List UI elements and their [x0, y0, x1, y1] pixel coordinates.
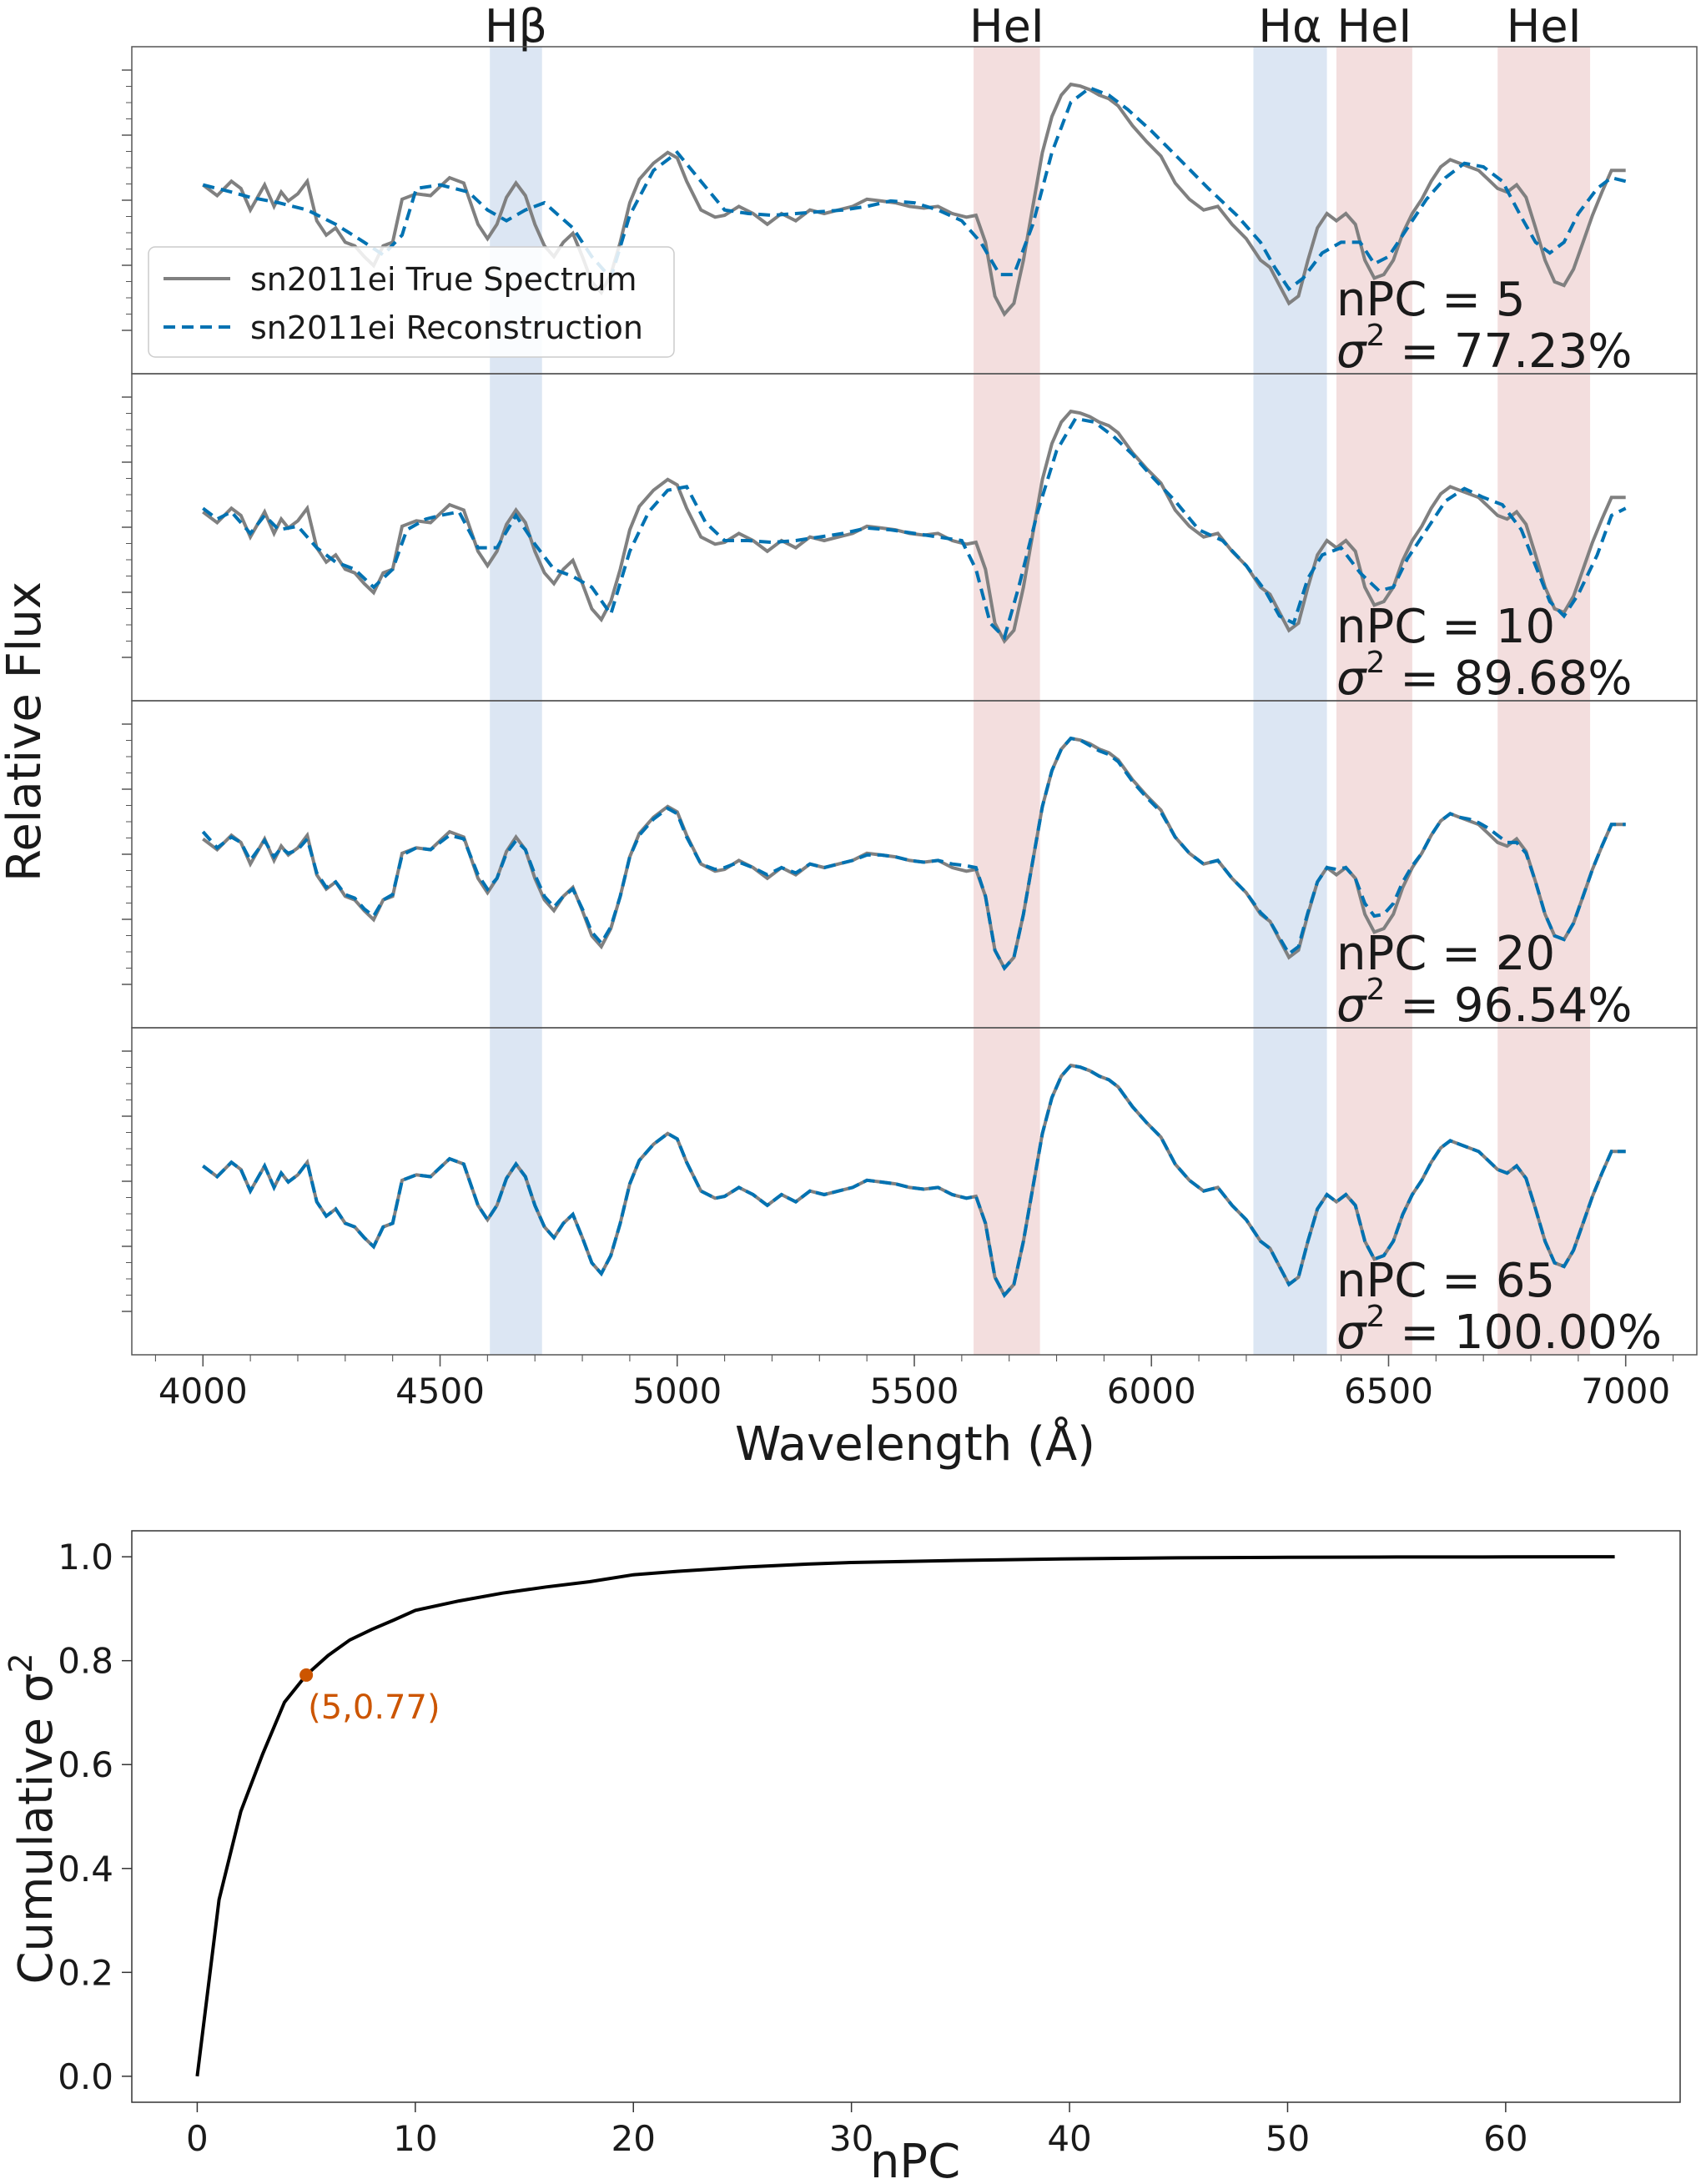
true-spectrum-line	[202, 82, 1626, 317]
line-region-label: Hβ	[485, 0, 547, 53]
cumulative-y-tick-label: 1.0	[58, 1537, 113, 1578]
line-region-label: HeI	[1507, 0, 1582, 53]
cumulative-y-axis-label-main: Cumulative σ	[9, 1673, 63, 1985]
legend-label: sn2011ei True Spectrum	[250, 261, 637, 298]
sigma-superscript: 2	[1366, 319, 1386, 353]
variance-annotation: σ2 = 77.23%	[1336, 319, 1632, 379]
cumulative-y-tick-label: 0.4	[58, 1849, 113, 1890]
sigma-symbol: σ	[1336, 652, 1367, 706]
cumulative-x-tick-label: 30	[829, 2118, 873, 2159]
npc-annotation: nPC = 5	[1336, 273, 1526, 327]
variance-annotation: σ2 = 96.54%	[1336, 973, 1632, 1033]
annotation-label: (5,0.77)	[308, 1688, 440, 1727]
spectra-x-ticks: 4000 4500 5000 5500 6000 6500 7000	[154, 1355, 1674, 1412]
reconstruction-line	[202, 1063, 1626, 1298]
cumulative-variance-line	[195, 1555, 1615, 2077]
cumulative-y-axis-label-superscript: 2	[3, 1653, 39, 1673]
cumulative-variance-chart: 0 10 20 30 40 50 60 0.0 0.2 0.4 0.6 0.8 1.0 (5,0.77)…	[3, 1530, 1681, 2184]
variance-value: = 96.54%	[1385, 979, 1632, 1033]
line-region-label: HeI	[969, 0, 1044, 53]
cumulative-x-tick-label: 10	[393, 2118, 437, 2159]
cumulative-x-tick-label: 60	[1483, 2118, 1527, 2159]
cumulative-x-tick-label: 50	[1266, 2118, 1310, 2159]
variance-value: = 100.00%	[1385, 1306, 1662, 1360]
spectra-y-axis-label: Relative Flux	[0, 581, 52, 882]
cumulative-y-tick-label: 0.8	[58, 1641, 113, 1682]
sigma-symbol: σ	[1336, 979, 1367, 1033]
npc-annotation: nPC = 10	[1336, 600, 1555, 654]
annotation-marker	[299, 1668, 314, 1682]
variance-value: = 77.23%	[1385, 325, 1632, 379]
x-tick-label: 6000	[1107, 1371, 1196, 1412]
cumulative-axis-ticks: 0 10 20 30 40 50 60 0.0 0.2 0.4 0.6 0.8 1.0	[58, 1537, 1527, 2159]
line-region-labels: Hβ HeI Hα HeI HeI	[485, 0, 1582, 53]
sigma-superscript: 2	[1366, 973, 1386, 1007]
x-tick-label: 4000	[159, 1371, 248, 1412]
cumulative-y-tick-label: 0.6	[58, 1744, 113, 1785]
sigma-superscript: 2	[1366, 1300, 1386, 1334]
x-tick-label: 5500	[870, 1371, 959, 1412]
variance-annotation: σ2 = 89.68%	[1336, 646, 1632, 706]
x-tick-label: 5000	[632, 1371, 722, 1412]
x-tick-label: 4500	[395, 1371, 485, 1412]
cumulative-x-axis-label: nPC	[870, 2135, 960, 2184]
variance-annotation: σ2 = 100.00%	[1336, 1300, 1662, 1360]
x-tick-label: 6500	[1344, 1371, 1433, 1412]
sigma-superscript: 2	[1366, 646, 1386, 680]
line-region-label: Hα	[1258, 0, 1321, 53]
reconstruction-line	[201, 736, 1626, 971]
cumulative-x-tick-label: 40	[1047, 2118, 1091, 2159]
legend-label: sn2011ei Reconstruction	[250, 309, 643, 346]
cumulative-y-tick-label: 0.2	[58, 1952, 113, 1993]
cumulative-x-tick-label: 20	[611, 2118, 656, 2159]
variance-value: = 89.68%	[1385, 652, 1632, 706]
line-region-label: HeI	[1337, 0, 1412, 53]
cumulative-x-tick-label: 0	[186, 2118, 209, 2159]
npc-annotation: nPC = 20	[1336, 927, 1555, 981]
legend-box	[148, 246, 675, 358]
sigma-symbol: σ	[1336, 1306, 1367, 1360]
cumulative-plot-frame	[131, 1530, 1681, 2103]
sigma-symbol: σ	[1336, 325, 1367, 379]
spectrum-panel: nPC = 5σ2 = 77.23%	[122, 46, 1698, 379]
spectra-x-axis-label: Wavelength (Å)	[735, 1417, 1095, 1472]
x-tick-label: 7000	[1581, 1371, 1670, 1412]
cumulative-y-axis-label: Cumulative σ2	[3, 1653, 63, 1984]
npc-annotation: nPC = 65	[1336, 1254, 1555, 1308]
cumulative-y-tick-label: 0.0	[58, 2056, 113, 2097]
legend: sn2011ei True Spectrum sn2011ei Reconstru…	[148, 246, 675, 358]
reconstruction-line	[202, 416, 1627, 642]
reconstruction-line	[202, 86, 1627, 292]
spectra-chart: Hβ HeI Hα HeI HeI nPC = 5σ2 = 77.23%nPC = 10…	[0, 0, 1698, 1472]
